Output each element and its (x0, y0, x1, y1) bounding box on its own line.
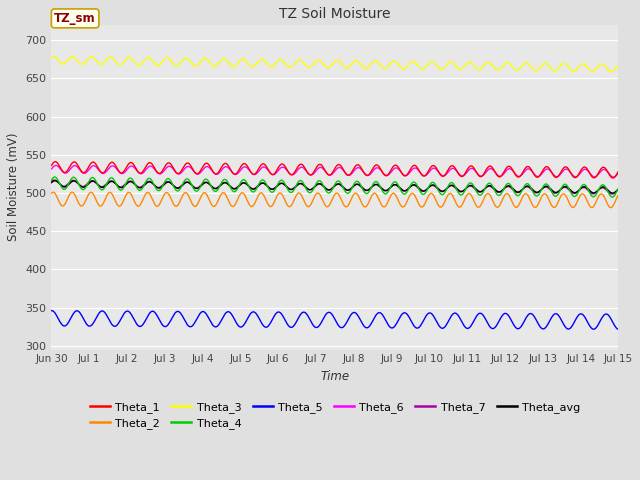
Theta_3 (47, 54, 55, 60)
Theta_4 (175, 188, 182, 193)
Line: Theta_4: Theta_4 (51, 177, 618, 197)
Theta_6 (52, 163, 60, 168)
Theta_6 (205, 164, 212, 170)
Theta_1 (117, 170, 125, 176)
Theta_4 (614, 185, 622, 191)
Theta_3 (175, 62, 182, 68)
Theta_5 (116, 318, 124, 324)
Theta_5 (174, 309, 182, 314)
Theta_2 (405, 195, 413, 201)
Theta_avg (59, 183, 67, 189)
Theta_avg (47, 180, 55, 185)
Theta_avg (175, 185, 182, 191)
Title: TZ Soil Moisture: TZ Soil Moisture (279, 7, 391, 21)
Theta_2 (175, 202, 182, 207)
Theta_4 (117, 187, 125, 193)
Theta_6 (59, 169, 67, 175)
Text: TZ_sm: TZ_sm (54, 12, 96, 25)
X-axis label: Time: Time (321, 370, 349, 383)
Theta_3 (607, 69, 615, 75)
Line: Theta_avg: Theta_avg (51, 181, 618, 193)
Theta_5 (614, 326, 622, 332)
Theta_5 (58, 322, 65, 327)
Theta_1 (205, 161, 212, 167)
Theta_avg (422, 188, 429, 193)
Theta_avg (405, 186, 413, 192)
Theta_avg (609, 190, 617, 196)
Theta_6 (422, 173, 429, 179)
Theta_7 (175, 185, 182, 191)
Theta_3 (405, 61, 413, 67)
Theta_avg (117, 185, 125, 191)
Theta_3 (59, 61, 67, 67)
Theta_7 (117, 184, 125, 190)
Line: Theta_6: Theta_6 (51, 166, 618, 177)
Theta_7 (422, 188, 429, 193)
Theta_6 (175, 171, 182, 177)
Theta_5 (420, 316, 428, 322)
Theta_7 (51, 177, 58, 183)
Theta_3 (117, 62, 125, 68)
Theta_7 (405, 185, 413, 191)
Theta_4 (422, 190, 429, 196)
Theta_4 (59, 186, 67, 192)
Theta_6 (47, 166, 55, 172)
Theta_2 (49, 189, 57, 195)
Theta_1 (609, 175, 617, 181)
Theta_2 (614, 192, 622, 198)
Theta_3 (422, 65, 429, 71)
Theta_3 (205, 58, 212, 63)
Theta_2 (205, 195, 212, 201)
Theta_6 (610, 174, 618, 180)
Theta_4 (51, 174, 58, 180)
Theta_1 (405, 169, 413, 175)
Theta_7 (205, 180, 212, 186)
Theta_4 (47, 177, 55, 183)
Theta_5 (47, 308, 55, 313)
Theta_7 (59, 183, 67, 189)
Theta_2 (422, 200, 429, 206)
Line: Theta_7: Theta_7 (51, 180, 618, 194)
Theta_7 (609, 191, 616, 197)
Theta_3 (614, 62, 622, 68)
Y-axis label: Soil Moisture (mV): Soil Moisture (mV) (7, 133, 20, 241)
Line: Theta_5: Theta_5 (51, 311, 618, 329)
Theta_5 (204, 313, 211, 319)
Theta_1 (422, 173, 429, 179)
Theta_2 (47, 191, 55, 196)
Theta_7 (614, 186, 622, 192)
Theta_2 (117, 203, 125, 208)
Theta_avg (205, 180, 212, 186)
Theta_4 (609, 194, 616, 200)
Theta_6 (405, 171, 413, 177)
Theta_4 (205, 178, 212, 184)
Theta_2 (59, 203, 67, 209)
Theta_1 (59, 168, 67, 174)
Theta_avg (51, 178, 58, 184)
Line: Theta_2: Theta_2 (51, 192, 618, 208)
Theta_4 (405, 186, 413, 192)
Theta_2 (607, 205, 614, 211)
Theta_3 (50, 53, 58, 59)
Theta_5 (404, 312, 412, 318)
Theta_7 (47, 179, 55, 184)
Theta_avg (614, 186, 622, 192)
Theta_1 (52, 159, 60, 165)
Theta_1 (614, 168, 622, 174)
Line: Theta_3: Theta_3 (51, 56, 618, 72)
Line: Theta_1: Theta_1 (51, 162, 618, 178)
Theta_6 (614, 170, 622, 176)
Theta_6 (117, 170, 125, 176)
Theta_1 (47, 163, 55, 168)
Theta_1 (175, 171, 182, 177)
Legend: Theta_1, Theta_2, Theta_3, Theta_4, Theta_5, Theta_6, Theta_7, Theta_avg: Theta_1, Theta_2, Theta_3, Theta_4, Thet… (85, 397, 585, 433)
